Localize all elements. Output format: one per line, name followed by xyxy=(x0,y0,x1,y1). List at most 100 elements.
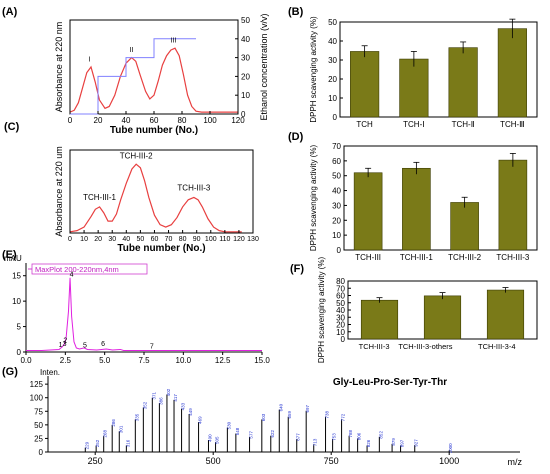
peak-label-e: 1 xyxy=(59,342,63,349)
x-tick-label-a: 40 xyxy=(122,116,131,125)
peak-label-c: TCH-III-1 xyxy=(83,193,116,202)
x-tick-label-a: 120 xyxy=(231,116,245,125)
ms-peak-label-g: 622 xyxy=(270,429,275,437)
ms-peak-label-g: 301 xyxy=(118,425,123,433)
x-tick-label-e: 2.5 xyxy=(60,356,72,365)
chromatogram-line-e xyxy=(26,277,262,351)
y-tick-label-e: 15 xyxy=(12,272,21,281)
ms-peak-label-g: 268 xyxy=(103,429,108,437)
bar-b xyxy=(350,51,380,118)
x-tick-label-e: 15.0 xyxy=(254,356,270,365)
x-tick-label-d: TCH-III-2 xyxy=(448,253,481,262)
y-axis-label-g: Inten. xyxy=(40,368,60,377)
x-tick-label-c: 50 xyxy=(136,236,144,243)
ms-peak-label-g: 352 xyxy=(142,401,147,409)
x-tick-label-c: 20 xyxy=(94,236,102,243)
ms-peak-label-g: 677 xyxy=(296,433,301,441)
ethanol-step-line xyxy=(70,38,196,115)
x-tick-label-e: 12.5 xyxy=(215,356,231,365)
peak-label-a: III xyxy=(171,38,177,45)
ms-peak-label-g: 897 xyxy=(400,439,405,447)
y2-tick-label: 30 xyxy=(241,54,250,63)
ms-peak-label-g: 577 xyxy=(249,431,254,439)
ms-peak-label-g: 713 xyxy=(313,438,318,446)
ms-peak-label-g: 530 xyxy=(226,421,231,429)
y-tick-label-d: 40 xyxy=(332,187,341,196)
ms-peak-label-g: 927 xyxy=(414,439,419,447)
ms-peak-label-g: 879 xyxy=(391,438,396,446)
ms-peak-label-g: 449 xyxy=(188,408,193,416)
ms-peak-label-g: 316 xyxy=(125,439,130,447)
x-axis-label-g: m/z xyxy=(508,457,523,467)
y-tick-label-e: 0 xyxy=(17,348,22,357)
x-tick-label-c: 30 xyxy=(108,236,116,243)
ms-peak-label-g: 659 xyxy=(287,410,292,418)
ms-peak-label-g: 371 xyxy=(151,391,156,399)
x-tick-label-c: 80 xyxy=(179,236,187,243)
plot-frame-a xyxy=(69,19,239,115)
x-tick-label-e: 7.5 xyxy=(138,356,150,365)
y-tick-label-b: 10 xyxy=(328,94,337,103)
y-tick-label-f: 40 xyxy=(336,306,345,315)
bar-b xyxy=(497,28,527,118)
bar-d xyxy=(402,167,431,251)
y-tick-label-b: 20 xyxy=(328,75,337,84)
ms-peak-label-g: 738 xyxy=(325,410,330,418)
ms-peak-label-g: 640 xyxy=(278,403,283,411)
panel-letter: (B) xyxy=(288,6,304,18)
y-tick-label-g: 50 xyxy=(34,421,43,430)
ms-peak-label-g: 417 xyxy=(173,394,178,402)
y2-tick-label: 20 xyxy=(241,72,250,81)
x-tick-label-f: TCH-III-3 xyxy=(359,342,390,351)
y-tick-label-g: 0 xyxy=(39,448,44,457)
peak-label-e: 4 xyxy=(70,272,74,279)
x-tick-label-c: 100 xyxy=(205,236,217,243)
plot-frame-b xyxy=(339,21,538,118)
y-tick-label-d: 0 xyxy=(337,246,342,255)
ms-peak-label-g: 852 xyxy=(378,431,383,439)
ms-peak-label-g: 548 xyxy=(235,427,240,435)
ms-peak-label-g: 753 xyxy=(332,433,337,441)
panel-letter: (A) xyxy=(2,6,18,18)
peak-label-e: 6 xyxy=(101,341,105,348)
x-tick-label-c: 40 xyxy=(122,236,130,243)
panel-letter: (D) xyxy=(288,131,304,143)
x-tick-label-c: 70 xyxy=(165,236,173,243)
ms-peak-label-g: 603 xyxy=(261,413,266,421)
peak-label-e: 3 xyxy=(63,341,67,348)
unit-label-e: mAU xyxy=(4,254,22,263)
ms-peak-label-g: 402 xyxy=(166,388,171,396)
bar-f xyxy=(360,299,399,340)
ms-peak-label-g: 490 xyxy=(207,434,212,442)
x-tick-label-d: TCH-III-1 xyxy=(400,253,433,262)
ms-peak-label-g: 335 xyxy=(134,413,139,421)
x-tick-label-c: 10 xyxy=(80,236,88,243)
y-tick-label-f: 30 xyxy=(336,313,345,322)
x-tick-label-b: TCH xyxy=(356,120,373,129)
plot-frame-c xyxy=(69,149,254,234)
y-tick-label-f: 50 xyxy=(336,299,345,308)
y2-tick-label: 10 xyxy=(241,91,250,100)
y-tick-label-f: 70 xyxy=(336,284,345,293)
y2-tick-label: 40 xyxy=(241,35,250,44)
x-tick-label-d: TCH-III xyxy=(355,253,381,262)
plot-frame-d xyxy=(343,145,538,251)
y-tick-label-e: 10 xyxy=(12,297,21,306)
y-axis-label-f: DPPH scavenging activity (%) xyxy=(317,257,326,364)
peak-label-e: 2 xyxy=(63,337,67,344)
bar-f xyxy=(486,289,525,340)
x-tick-label-g: 250 xyxy=(88,456,103,466)
y-tick-label-b: 40 xyxy=(328,37,337,46)
y-tick-label-g: 25 xyxy=(34,434,43,443)
ms-peak-label-g: 788 xyxy=(348,429,353,437)
x-tick-label-c: 60 xyxy=(151,236,159,243)
ms-peak-label-g: 806 xyxy=(357,432,362,440)
y-tick-label-d: 20 xyxy=(332,216,341,225)
y-tick-label-g: 125 xyxy=(30,380,44,389)
x-axis-label-a: Tube number (No.) xyxy=(110,125,198,136)
bar-d xyxy=(450,202,479,251)
y-tick-label-d: 70 xyxy=(332,142,341,151)
y-tick-label-b: 30 xyxy=(328,56,337,65)
ms-peak-label-g: 286 xyxy=(111,419,116,427)
peak-label-a: I xyxy=(89,56,91,63)
